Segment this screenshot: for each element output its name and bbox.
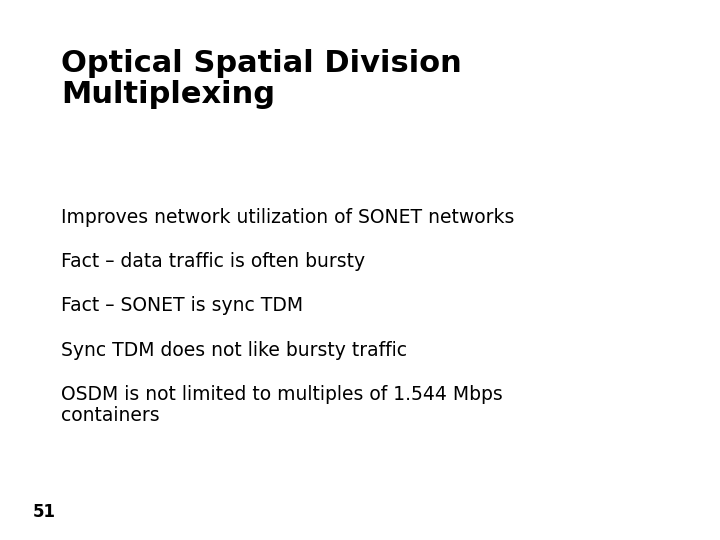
Text: Sync TDM does not like bursty traffic: Sync TDM does not like bursty traffic bbox=[61, 341, 408, 360]
Text: 51: 51 bbox=[32, 503, 55, 521]
Text: Optical Spatial Division
Multiplexing: Optical Spatial Division Multiplexing bbox=[61, 49, 462, 109]
Text: Improves network utilization of SONET networks: Improves network utilization of SONET ne… bbox=[61, 208, 515, 227]
Text: OSDM is not limited to multiples of 1.544 Mbps
containers: OSDM is not limited to multiples of 1.54… bbox=[61, 385, 503, 426]
Text: Fact – data traffic is often bursty: Fact – data traffic is often bursty bbox=[61, 252, 365, 271]
Text: Fact – SONET is sync TDM: Fact – SONET is sync TDM bbox=[61, 296, 303, 315]
